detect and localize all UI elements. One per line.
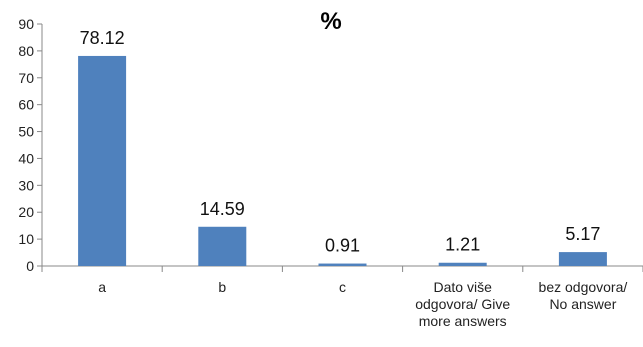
x-tick-label-line: more answers [419, 313, 507, 329]
x-tick-label-line: a [98, 279, 106, 295]
y-tick-label: 70 [18, 70, 34, 86]
data-label-3: 1.21 [445, 235, 480, 255]
labels: 78.12 a 14.59 b 0.91 c 1.21 Dato više odgovora/ … [80, 28, 628, 329]
x-tick-label-1: b [218, 279, 226, 295]
x-tick-label-line: Dato više [434, 279, 493, 295]
y-tick-label: 20 [18, 204, 34, 220]
y-tick-label: 90 [18, 16, 34, 32]
y-tick-label: 40 [18, 150, 34, 166]
x-tick-label-line: bez odgovora/ [539, 279, 628, 295]
bars [78, 55, 607, 266]
x-tick-label-0: a [98, 279, 106, 295]
bar-3 [438, 262, 487, 266]
bar-4 [558, 252, 607, 266]
y-tick-label: 30 [18, 177, 34, 193]
y-tick-label: 10 [18, 231, 34, 247]
x-tick-label-3: Dato više odgovora/ Give more answers [415, 279, 510, 329]
x-tick-label-line: c [339, 279, 346, 295]
y-tick-label: 50 [18, 124, 34, 140]
data-label-1: 14.59 [200, 199, 245, 219]
bar-0 [78, 55, 127, 266]
x-tick-label-line: b [218, 279, 226, 295]
y-tick-label: 60 [18, 97, 34, 113]
x-tick-label-2: c [339, 279, 346, 295]
bar-1 [198, 226, 247, 266]
data-label-0: 78.12 [80, 28, 125, 48]
bar-2 [318, 263, 367, 266]
data-label-2: 0.91 [325, 236, 360, 256]
chart-title: % [320, 8, 341, 35]
x-tick-label-line: odgovora/ Give [415, 296, 510, 312]
x-tick-label-4: bez odgovora/No answer [539, 279, 628, 312]
y-tick-label: 0 [26, 258, 34, 274]
data-label-4: 5.17 [565, 224, 600, 244]
x-tick-label-line: No answer [549, 296, 616, 312]
y-tick-label: 80 [18, 43, 34, 59]
